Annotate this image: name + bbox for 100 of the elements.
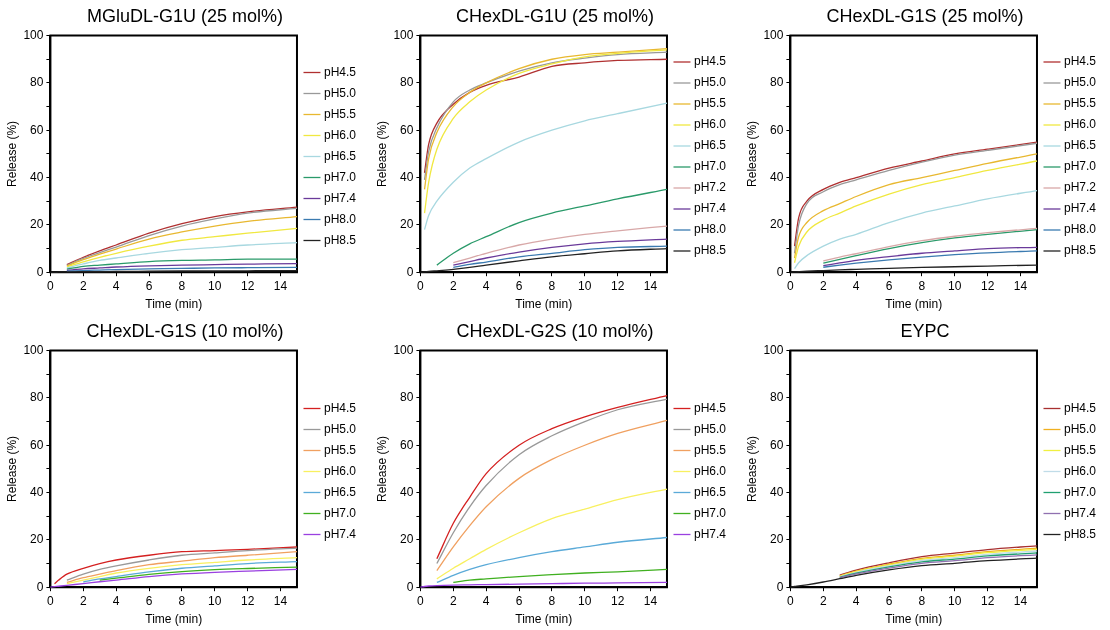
legend-label: pH5.5 [1063, 96, 1097, 111]
line-series [82, 561, 298, 583]
chart-title: CHexDL-G1S (25 mol%) [826, 5, 1024, 26]
x-tick-label: 12 [610, 593, 625, 608]
legend-label: pH7.4 [1063, 505, 1097, 520]
line-series [66, 227, 298, 268]
legend-label: pH4.5 [323, 400, 357, 415]
x-tick-label: 12 [610, 278, 625, 293]
y-tick-label: 40 [30, 484, 44, 499]
y-tick-label: 60 [30, 122, 44, 137]
y-tick-label: 60 [400, 122, 414, 137]
legend-label: pH8.0 [323, 211, 357, 226]
line-series [66, 263, 298, 271]
y-tick-label: 20 [30, 532, 44, 547]
legend-label: pH5.5 [693, 442, 727, 457]
y-axis-title: Release (%) [744, 435, 759, 502]
x-tick-label: 10 [208, 593, 222, 608]
x-tick-label: 2 [449, 593, 457, 608]
line-series [436, 536, 668, 584]
y-tick-label: 80 [400, 75, 414, 90]
legend-label: pH4.5 [1063, 400, 1097, 415]
y-tick-label: 60 [400, 437, 414, 452]
legend-label: pH8.0 [693, 222, 727, 237]
legend-label: pH5.5 [693, 96, 727, 111]
legend-label: pH5.5 [1063, 442, 1097, 457]
x-tick-label: 8 [548, 278, 556, 293]
line-series [423, 102, 668, 231]
legend-label: pH6.5 [693, 484, 727, 499]
x-axis-title: Time (min) [145, 297, 203, 312]
legend-label: pH4.5 [693, 400, 727, 415]
line-series [452, 225, 668, 264]
x-tick-label: 8 [918, 593, 926, 608]
legend-label: pH7.0 [1063, 484, 1097, 499]
legend-label: pH5.0 [1063, 421, 1097, 436]
legend-label: pH6.0 [1063, 117, 1097, 132]
y-tick-label: 20 [30, 217, 44, 232]
y-tick-label: 100 [393, 27, 414, 42]
x-tick-label: 6 [145, 278, 153, 293]
y-tick-label: 0 [36, 579, 44, 594]
chart-title: MGluDL-G1U (25 mol%) [86, 5, 284, 26]
x-tick-label: 14 [273, 278, 288, 293]
legend-label: pH7.0 [1063, 159, 1097, 174]
y-tick-label: 0 [406, 264, 414, 279]
x-tick-label: 10 [948, 278, 962, 293]
x-tick-label: 12 [240, 593, 255, 608]
x-tick-label: 2 [449, 278, 457, 293]
y-tick-label: 40 [770, 169, 784, 184]
y-axis-title: Release (%) [374, 120, 389, 187]
x-tick-label: 0 [47, 593, 55, 608]
y-axis-title: Release (%) [4, 435, 19, 502]
y-tick-label: 80 [770, 390, 784, 405]
x-tick-label: 4 [852, 593, 860, 608]
x-tick-label: 14 [643, 593, 658, 608]
x-tick-label: 8 [178, 593, 186, 608]
x-tick-label: 0 [417, 278, 425, 293]
legend-label: pH6.5 [693, 138, 727, 153]
x-tick-label: 14 [1013, 278, 1028, 293]
line-series [53, 546, 298, 585]
x-tick-label: 0 [787, 278, 795, 293]
line-series [452, 568, 668, 584]
line-series [452, 245, 668, 269]
y-tick-label: 20 [400, 217, 414, 232]
y-tick-label: 40 [30, 169, 44, 184]
legend-label: pH8.0 [1063, 222, 1097, 237]
legend-label: pH8.5 [1063, 526, 1097, 541]
y-tick-label: 0 [406, 579, 414, 594]
line-series [99, 566, 298, 581]
y-tick-label: 40 [400, 169, 414, 184]
y-axis-title: Release (%) [744, 120, 759, 187]
legend-label: pH7.4 [1063, 201, 1097, 216]
chart-title: CHexDL-G1S (10 mol%) [86, 320, 284, 341]
y-tick-label: 100 [763, 342, 784, 357]
legend-label: pH7.4 [323, 526, 357, 541]
x-tick-label: 10 [578, 278, 592, 293]
legend-label: pH6.0 [693, 117, 727, 132]
y-tick-label: 0 [36, 264, 44, 279]
chart-title: CHexDL-G1U (25 mol%) [455, 5, 655, 26]
x-tick-label: 4 [112, 278, 120, 293]
line-series [66, 258, 298, 270]
y-tick-label: 80 [30, 390, 44, 405]
y-tick-label: 60 [770, 437, 784, 452]
x-tick-label: 14 [273, 593, 288, 608]
legend-label: pH7.4 [693, 526, 727, 541]
y-tick-label: 40 [400, 484, 414, 499]
legend-label: pH4.5 [323, 64, 357, 79]
legend-label: pH5.0 [693, 75, 727, 90]
y-tick-label: 20 [400, 532, 414, 547]
x-tick-label: 10 [578, 593, 592, 608]
y-tick-label: 0 [776, 579, 784, 594]
y-tick-label: 0 [776, 264, 784, 279]
x-tick-label: 14 [1013, 593, 1028, 608]
y-tick-label: 80 [400, 390, 414, 405]
legend-label: pH6.5 [1063, 138, 1097, 153]
x-tick-label: 10 [948, 593, 962, 608]
x-axis-title: Time (min) [515, 297, 573, 312]
legend-label: pH7.2 [1063, 180, 1097, 195]
legend-label: pH5.0 [1063, 75, 1097, 90]
y-tick-label: 80 [770, 75, 784, 90]
x-tick-label: 10 [208, 278, 222, 293]
line-series [436, 419, 668, 572]
